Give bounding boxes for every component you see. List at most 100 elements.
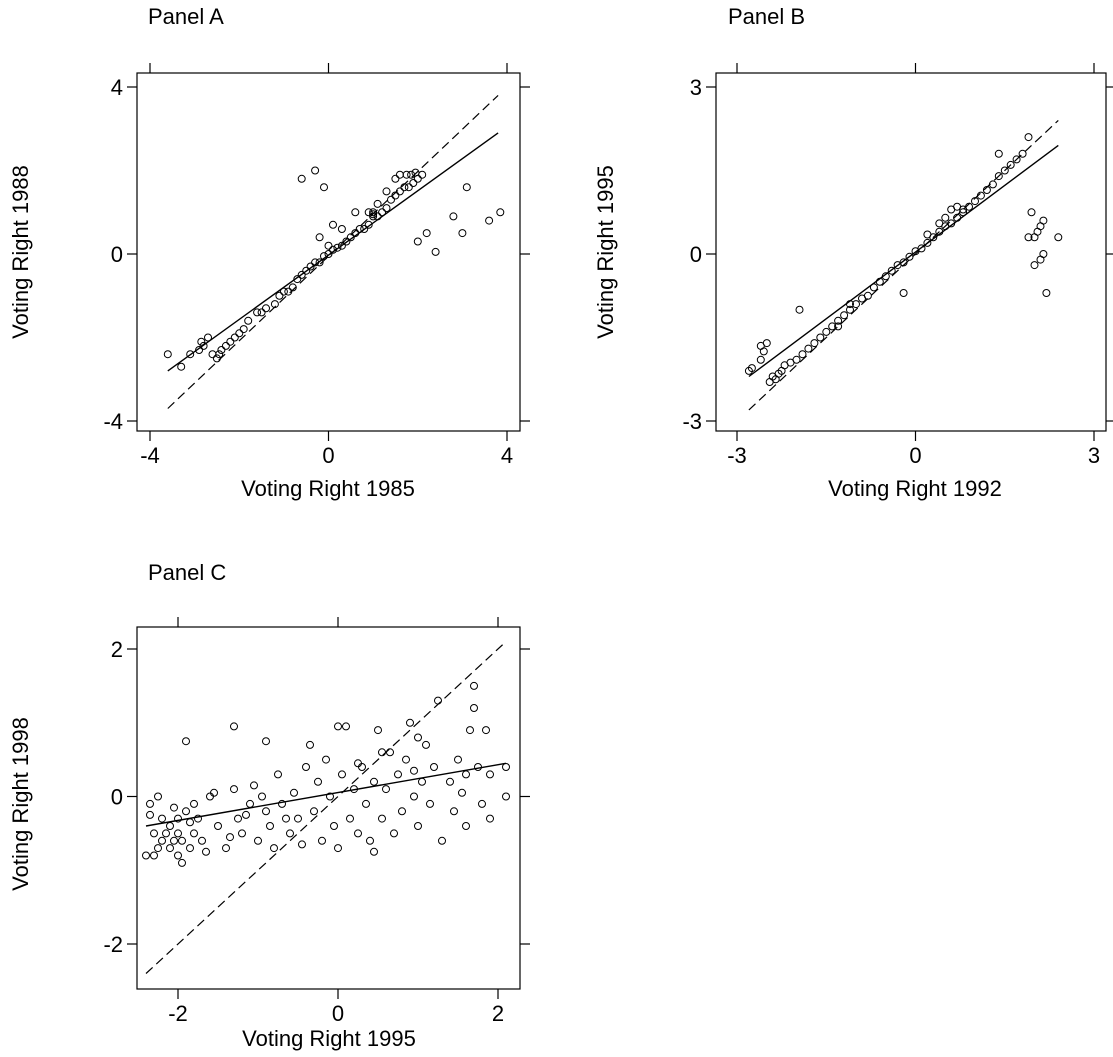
panel-c-fit-line	[145, 762, 507, 827]
panel-a-data-point	[215, 350, 224, 359]
panel-a-data-point	[351, 229, 360, 238]
panel-a-y-tick-label: 4	[111, 75, 123, 100]
panel-a-data-point	[355, 225, 364, 233]
panel-c-data-point	[166, 844, 174, 853]
panel-c-data-point	[290, 788, 298, 797]
panel-a-x-axis-label: Voting Right 1985	[241, 476, 415, 501]
panel-b-data-point	[863, 291, 872, 300]
panel-b-data-point	[792, 355, 801, 364]
panel-b-data-point	[953, 213, 962, 222]
panel-c-data-point	[226, 833, 234, 842]
panel-b-data-point	[899, 289, 908, 297]
panel-a-data-point	[284, 287, 293, 296]
panel-a-data-point	[364, 220, 373, 229]
panel-b-data-point	[941, 213, 950, 222]
panel-a-data-point	[329, 245, 337, 254]
panel-b-data-point	[875, 277, 884, 286]
panel-c-data-point	[386, 748, 394, 757]
panel-a-data-point	[413, 237, 422, 246]
panel-c-data-point	[242, 810, 250, 819]
panel-b-data-point	[834, 316, 843, 325]
panel-a-fit-lines	[167, 94, 499, 409]
panel-b-data-point	[881, 272, 890, 281]
panel-a-data-point	[324, 241, 333, 250]
panel-c-data-point	[222, 844, 230, 853]
panel-c-data-point	[270, 844, 278, 853]
panel-a-data-point	[270, 300, 279, 309]
panel-c-data-point	[486, 770, 494, 779]
panel-c-data-point	[382, 785, 390, 794]
panel-b-data-point	[923, 238, 932, 247]
panel-c-data-point	[418, 777, 426, 786]
panel-c-data-point	[230, 785, 238, 794]
panel-c-data-point	[346, 814, 354, 823]
panel-c-data-point	[174, 829, 182, 838]
panel-b-data-point	[846, 300, 854, 309]
panel-a-dashed-line	[167, 94, 499, 409]
panel-b-data-point	[959, 205, 968, 214]
panel-b-data-point	[1054, 233, 1063, 242]
panel-c-data-point	[186, 844, 194, 853]
panel-a-data-point	[315, 233, 324, 242]
panel-c-data-point	[202, 847, 210, 856]
panel-c-data-point	[410, 766, 418, 775]
panel-a-data-point	[306, 262, 315, 271]
panel-b-data-point	[976, 191, 985, 200]
panel-c-data-point	[150, 829, 158, 838]
panel-a-data-point	[297, 270, 306, 279]
panel-c-dashed-line	[145, 641, 507, 974]
panel-a-data-point	[387, 195, 395, 204]
panel-a-data-point	[320, 183, 328, 192]
panel-c-data-point	[502, 763, 510, 771]
panel-c-data-point	[330, 822, 338, 830]
panel-c-data-point	[390, 829, 398, 838]
panel-c-data-point	[430, 763, 438, 771]
panel-a-data-point	[253, 308, 262, 317]
panel-b-data-point	[988, 180, 997, 189]
panel-c-data-point	[378, 814, 386, 823]
panel-a-points	[163, 166, 505, 371]
panel-c-data-point	[478, 799, 486, 808]
panel-a-data-point	[297, 174, 306, 183]
panel-b-x-tick-label: -3	[727, 443, 747, 468]
panel-c-data-point	[142, 851, 150, 860]
panel-b-data-point	[923, 230, 932, 239]
panel-c-data-point	[446, 777, 454, 786]
panel-c-data-point	[294, 814, 302, 823]
panel-a-data-point	[288, 283, 297, 292]
panel-a-x-tick-label: 0	[322, 443, 334, 468]
panel-c-data-point	[162, 829, 170, 838]
panel-a-data-point	[230, 333, 239, 342]
panel-a-data-point	[186, 350, 195, 359]
panel-c-data-point	[154, 844, 162, 853]
panel-c-data-point	[322, 755, 330, 764]
panel-a-data-point	[324, 250, 333, 258]
panel-c-y-tick-label: 0	[111, 785, 123, 810]
panel-c: Panel C Voting Right 1995 Voting Right 1…	[8, 560, 530, 1051]
panel-a-data-point	[369, 210, 378, 219]
panel-c-data-point	[454, 755, 462, 764]
panel-c-data-point	[398, 807, 406, 816]
panel-a: Panel A Voting Right 1985 Voting Right 1…	[8, 4, 530, 501]
panel-c-data-point	[438, 836, 446, 845]
panel-c-x-axis-label: Voting Right 1995	[242, 1026, 416, 1051]
panel-b-y-tick-label: 3	[690, 75, 702, 100]
panel-a-title: Panel A	[148, 4, 224, 29]
panel-b-y-tick-label: -3	[682, 409, 702, 434]
panel-c-data-point	[314, 777, 322, 786]
panel-c-data-point	[350, 785, 358, 794]
panel-c-data-point	[238, 829, 246, 838]
panel-b-data-point	[852, 300, 860, 309]
panel-b-fit-line	[748, 144, 1059, 378]
panel-c-data-point	[190, 829, 198, 838]
panel-c-data-point	[414, 733, 422, 742]
panel-c-data-point	[182, 807, 190, 816]
panel-c-plot-frame	[136, 626, 521, 990]
panel-a-data-point	[418, 170, 427, 179]
panel-a-data-point	[221, 341, 230, 350]
panel-a-data-point	[422, 229, 431, 238]
panel-a-data-point	[333, 243, 342, 252]
panel-b-data-point	[798, 350, 807, 359]
panel-b-dashed-line	[748, 119, 1059, 411]
panel-c-data-point	[150, 851, 158, 860]
